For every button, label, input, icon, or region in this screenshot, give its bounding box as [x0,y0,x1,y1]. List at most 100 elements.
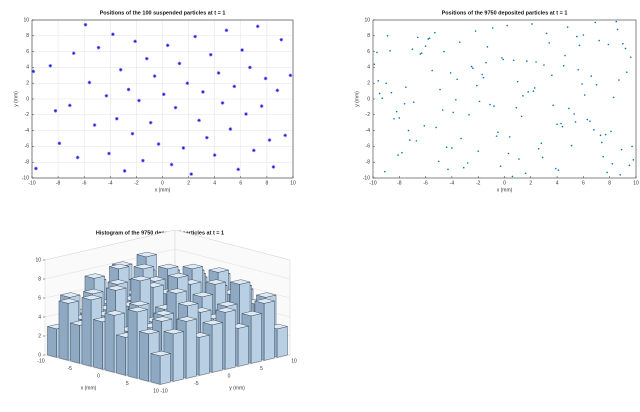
point [508,136,511,138]
x-tick-label: 2 [529,180,532,186]
point [628,164,631,167]
point [381,97,384,100]
point [554,167,557,170]
point [393,117,395,120]
point [489,103,491,106]
point [601,141,603,144]
point [604,133,607,136]
y-tick-label: 10 [23,17,29,23]
point [428,37,431,39]
point [415,140,418,142]
bar-top [241,310,262,317]
point [526,60,528,62]
point [57,141,62,146]
bar-front [276,326,288,358]
point [416,36,419,39]
point [560,122,562,125]
point [193,34,197,39]
bar-top [107,279,128,285]
point [71,51,76,55]
point [522,95,524,97]
x-tick-label: -2 [134,180,139,186]
point [551,74,553,77]
point [589,120,591,122]
x-tick-label: 10 [153,388,159,394]
bar-side [139,331,149,382]
y-tick-label: 2 [26,81,29,87]
point [537,147,540,150]
point [216,71,221,75]
grid-line [44,248,291,280]
point [169,162,174,167]
point [68,103,72,108]
axes-frame [31,19,294,179]
point [240,48,244,52]
bar-top [163,328,184,335]
point [574,121,577,123]
point [248,65,252,70]
point [631,145,633,148]
z-tick-label: 6 [38,295,41,301]
point [385,82,387,84]
point [263,76,268,81]
point [228,127,233,131]
point [502,58,504,61]
y-tick-label: 10 [291,358,297,364]
y-tick-label: 2 [367,81,370,87]
point [431,69,433,72]
z-tick-label: 2 [38,333,41,339]
x-tick-label: -2 [476,180,481,186]
point [443,50,445,53]
point [583,94,586,96]
point [395,110,398,113]
point [92,123,97,127]
point [173,105,178,110]
bar-top [127,306,148,313]
y-tick-label: -5 [194,381,199,387]
point [470,65,473,68]
point [189,172,194,176]
bar-top [139,328,160,335]
point [31,69,36,74]
point [420,52,423,54]
point [493,105,495,107]
point [141,158,145,163]
point [548,42,551,44]
point [610,130,612,133]
bar-top [109,263,130,270]
point [279,37,284,42]
bar-side [47,326,57,358]
point [577,68,579,71]
point [177,61,182,66]
bar-top [84,273,105,279]
point [288,73,293,78]
point [578,44,581,47]
point [506,24,508,27]
x-tick-label: -10 [28,180,35,186]
point [205,135,209,140]
point [520,115,523,118]
x-tick-label: -8 [397,180,402,186]
bar-top [176,316,197,322]
point [527,91,529,93]
y-tick-label: 8 [26,33,29,39]
point [468,114,470,116]
point [208,52,213,57]
bar-side [70,322,80,364]
point [491,27,494,29]
bar-top [60,292,81,298]
point [486,46,489,48]
point [412,101,415,103]
point [185,81,190,85]
bar-top [254,298,275,304]
point [566,26,569,28]
y-tick-label: 5 [260,366,263,372]
point [474,30,477,32]
bar-front [159,353,171,385]
point [424,45,427,47]
point [458,41,461,43]
bar-top [202,319,223,326]
point [620,148,623,151]
y-tick-label: -8 [25,160,30,166]
point [451,147,453,149]
